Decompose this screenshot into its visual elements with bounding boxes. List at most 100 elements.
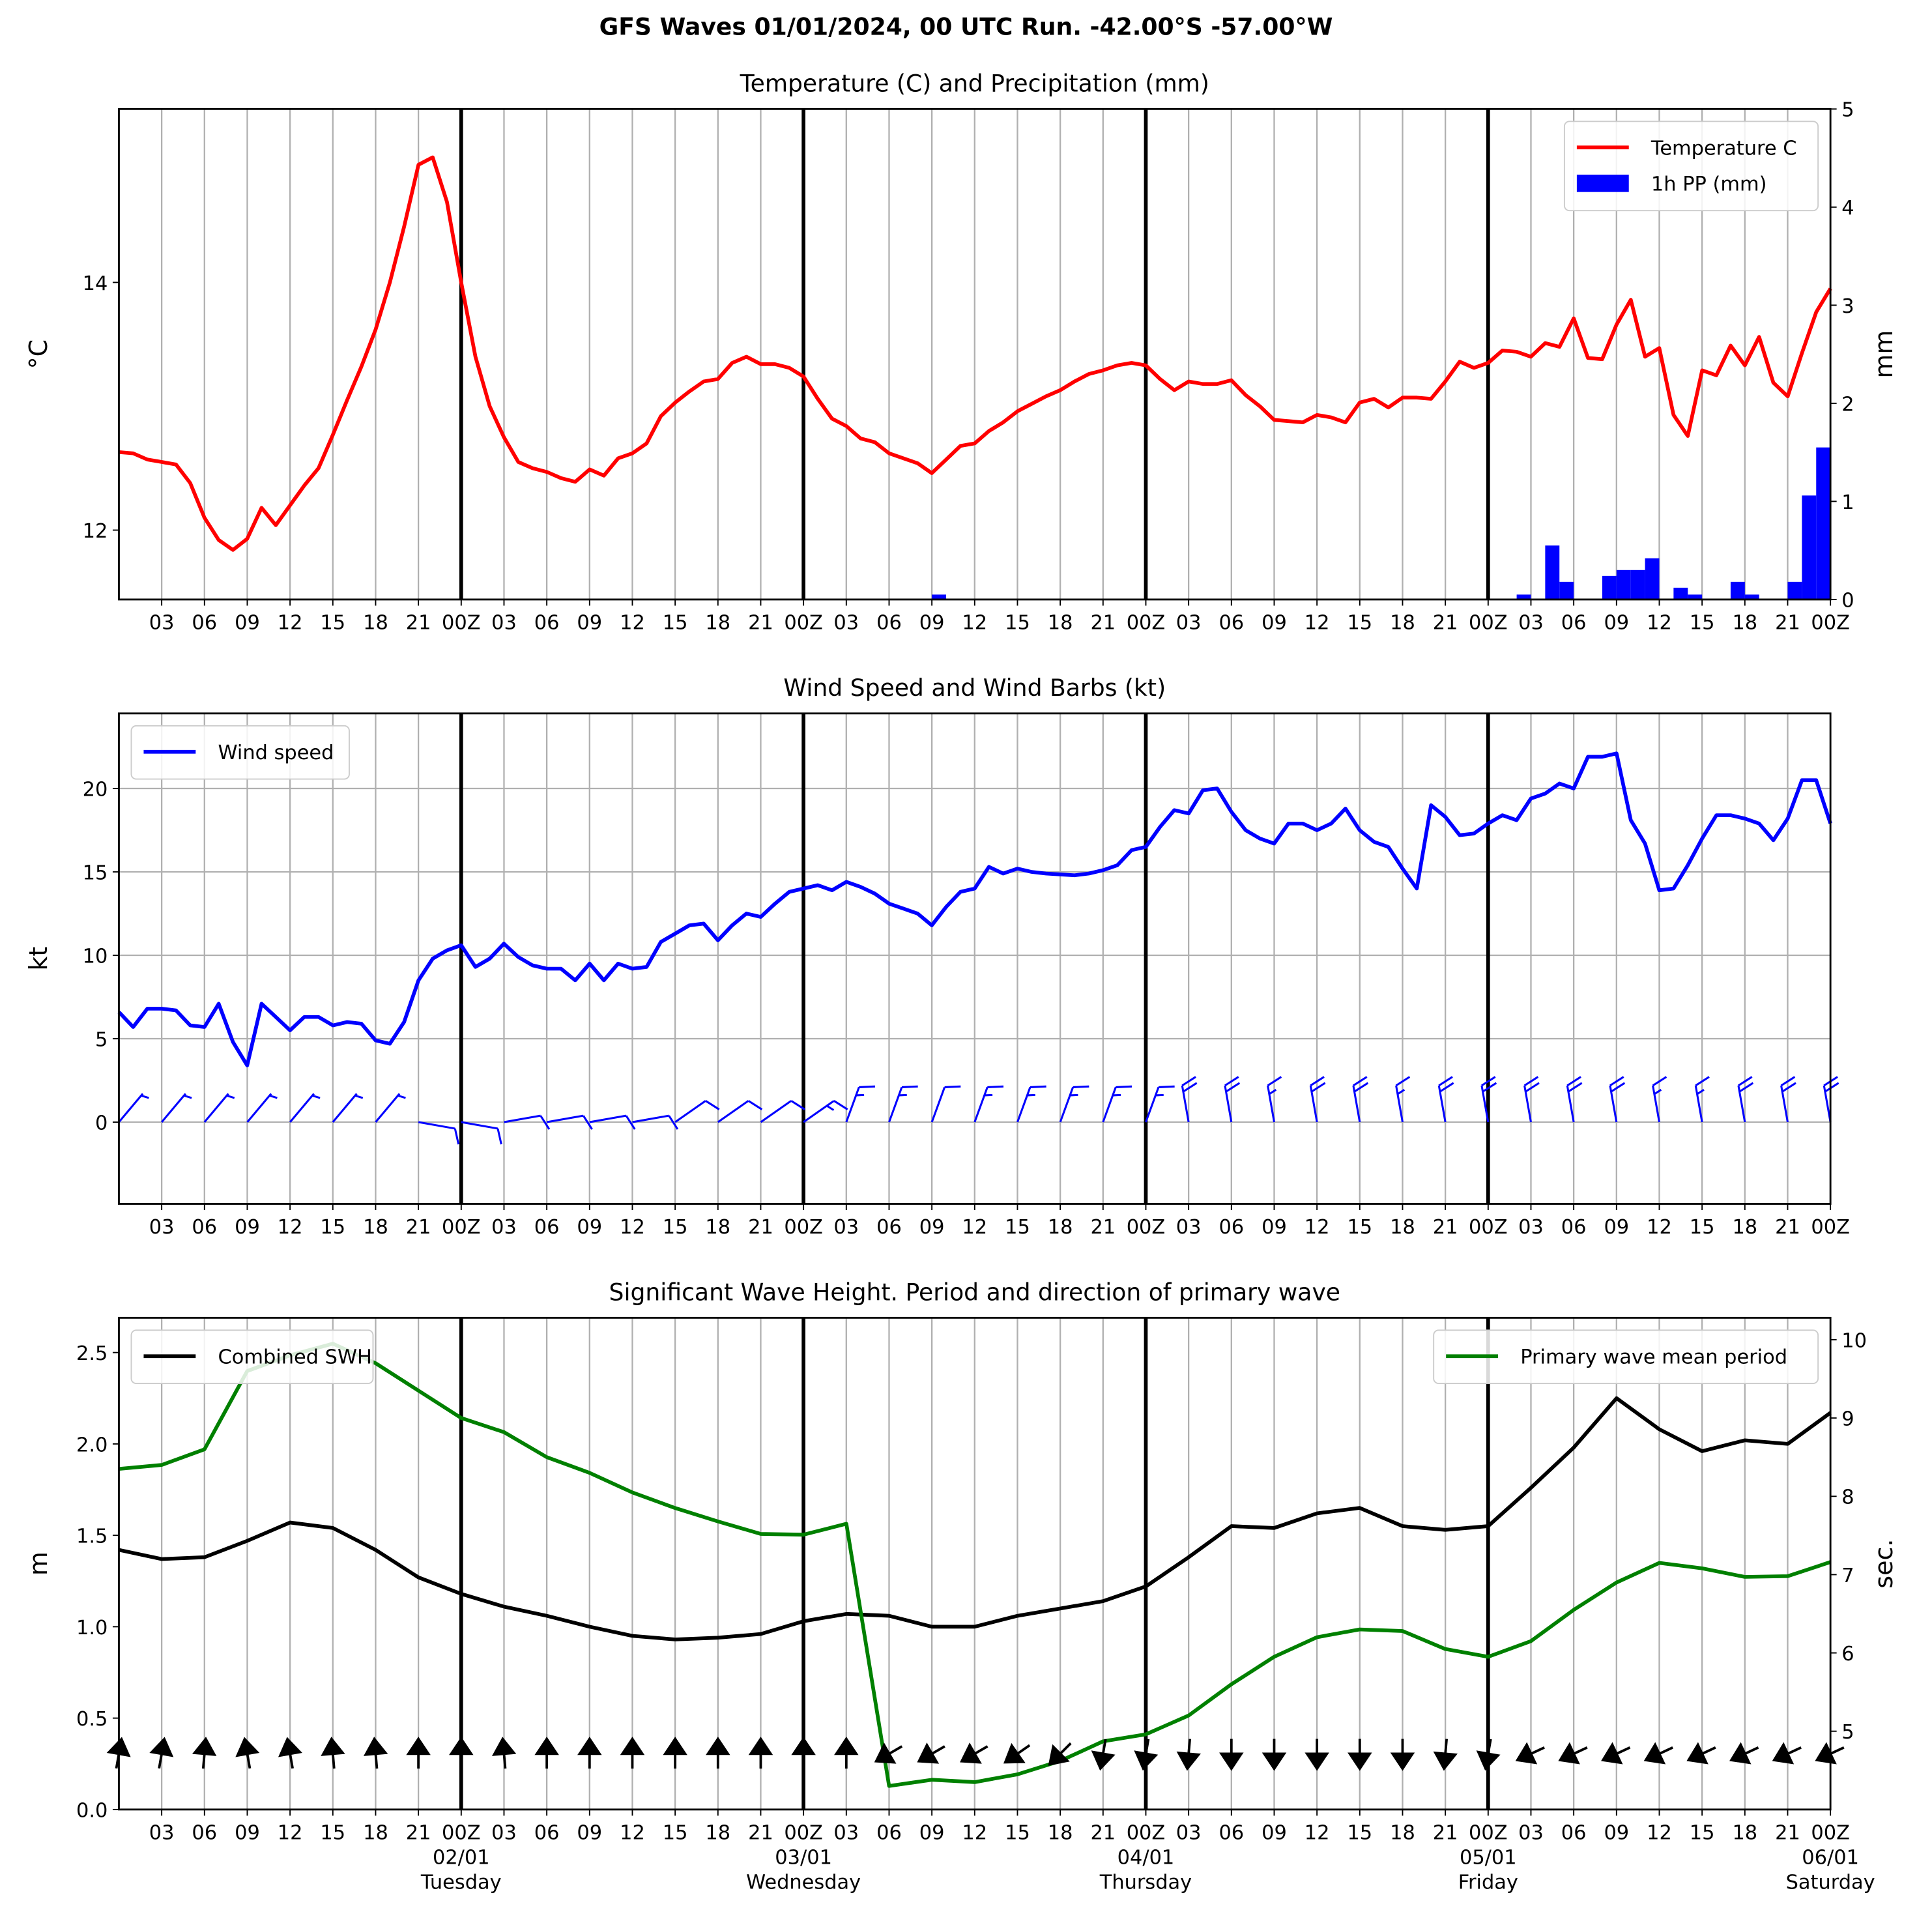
x-tick-label: 12: [1647, 1216, 1672, 1239]
bar: [1688, 594, 1703, 599]
x-tick-label: 18: [1732, 1822, 1757, 1845]
y2-tick-label: 10: [1841, 1329, 1867, 1352]
x-tick-label: 09: [919, 1822, 945, 1845]
x-tick-label: 15: [1005, 1216, 1030, 1239]
y2-tick-label: 3: [1841, 295, 1854, 318]
legend-label: 1h PP (mm): [1651, 173, 1767, 196]
wave-arrow: [406, 1737, 431, 1769]
bar: [1602, 575, 1617, 599]
x-tick-label: 03: [1518, 612, 1544, 635]
wave-arrow: [534, 1737, 559, 1769]
series-line: [119, 1342, 1832, 1788]
x-tick-label: 09: [1604, 1822, 1629, 1845]
subplot: Wind Speed and Wind Barbs (kt) 03 06 09 12 15…: [24, 674, 1850, 1239]
wave-arrow: [1091, 1739, 1116, 1771]
x-tick-label: 21: [748, 612, 773, 635]
x-tick-label: 12: [620, 1216, 645, 1239]
x-tick-label: 03: [1518, 1822, 1544, 1845]
wind-barb: [1652, 1076, 1667, 1123]
x-tick-label: 09: [235, 1822, 260, 1845]
bar: [1816, 447, 1831, 599]
x-tick-label: 18: [363, 612, 388, 635]
wind-barb: [1016, 1085, 1046, 1123]
plot-frame: [118, 712, 1832, 1205]
y-tick-label: 2.0: [76, 1434, 108, 1456]
wave-arrow: [449, 1737, 474, 1769]
x-tick-label: 15: [1690, 1822, 1715, 1845]
wave-arrow: [1515, 1742, 1545, 1765]
x-tick-label: 21: [406, 1216, 431, 1239]
wave-arrow: [1390, 1739, 1415, 1771]
x-tick-label: 15: [663, 1216, 688, 1239]
y2-tick-label: 8: [1841, 1486, 1854, 1509]
x-tick-label: 00Z: [1811, 612, 1850, 635]
wave-arrow: [149, 1737, 174, 1769]
wind-barb: [973, 1085, 1004, 1123]
x-tick-label: 06: [1218, 612, 1244, 635]
wave-arrow: [1219, 1739, 1244, 1771]
x-tick-label: 09: [1262, 1216, 1287, 1239]
x-tick-label: 03: [491, 1216, 517, 1239]
x-tick-label: 12: [278, 1822, 303, 1845]
subplot-title: Temperature (C) and Precipitation (mm): [740, 70, 1209, 98]
x-tick-label: 12: [1647, 612, 1672, 635]
x-tick-label: 06: [876, 612, 902, 635]
x-tick-label: 06: [192, 1216, 217, 1239]
y-axis-label: kt: [24, 947, 53, 971]
x-tick-label: 03: [491, 1822, 517, 1845]
y-tick-label: 12: [83, 520, 108, 543]
x-tick-label: 03: [833, 1822, 859, 1845]
wave-arrow: [1476, 1739, 1501, 1771]
x-tick-label: 18: [363, 1822, 388, 1845]
legend-box: [130, 1329, 374, 1385]
wind-barb: [845, 1085, 876, 1123]
bar: [1516, 594, 1531, 599]
x-tick-label: 09: [1604, 1216, 1629, 1239]
y-tick-label: 10: [83, 945, 108, 968]
legend-label: Temperature C: [1651, 137, 1797, 160]
x-tick-label: 06: [876, 1216, 902, 1239]
x-tick-label: 12: [1305, 612, 1330, 635]
x-tick-label: 21: [1090, 612, 1116, 635]
x-tick-label: 00Z 06/01 Saturday: [1786, 1822, 1875, 1894]
x-tick-label: 06: [1561, 612, 1587, 635]
x-tick-label: 06: [534, 1822, 560, 1845]
x-tick-label: 00Z: [442, 612, 481, 635]
x-tick-label: 00Z 04/01 Thursday: [1099, 1822, 1192, 1894]
bar: [1802, 495, 1817, 599]
y-tick-label: 1.0: [76, 1617, 108, 1639]
wave-arrow: [1686, 1742, 1716, 1765]
figure-title: GFS Waves 01/01/2024, 00 UTC Run. -42.00…: [599, 12, 1333, 40]
x-tick-label: 00Z: [1469, 1216, 1508, 1239]
x-tick-label: 06: [534, 612, 560, 635]
y2-tick-label: 5: [1841, 1721, 1854, 1744]
x-tick-label: 03: [1518, 1216, 1544, 1239]
y-tick-label: 15: [83, 861, 108, 884]
legend-label: Primary wave mean period: [1520, 1346, 1787, 1369]
y-axis-label: °C: [24, 339, 53, 369]
wave-arrow: [363, 1737, 388, 1769]
x-tick-label: 06: [1561, 1216, 1587, 1239]
x-tick-label: 09: [1262, 1822, 1287, 1845]
wind-barb: [1780, 1076, 1796, 1123]
wind-barb: [717, 1100, 763, 1123]
x-tick-label: 12: [1647, 1822, 1672, 1845]
wave-arrow: [1305, 1739, 1329, 1771]
wind-barb: [674, 1100, 720, 1123]
y-tick-label: 14: [83, 272, 108, 295]
x-tick-label: 03: [1176, 612, 1202, 635]
y2-tick-label: 2: [1841, 393, 1854, 416]
x-tick-label: 15: [663, 612, 688, 635]
wind-barb: [1737, 1076, 1754, 1123]
x-tick-label: 18: [705, 1216, 730, 1239]
wind-barb: [461, 1121, 502, 1145]
x-tick-label: 15: [1347, 1216, 1372, 1239]
bar: [1730, 581, 1745, 599]
x-tick-label: 12: [1305, 1216, 1330, 1239]
wind-barb: [1566, 1076, 1583, 1123]
wave-arrow: [620, 1737, 645, 1769]
bar: [1545, 545, 1560, 599]
x-tick-label: 00Z 05/01 Friday: [1458, 1822, 1518, 1894]
x-tick-label: 00Z: [784, 612, 823, 635]
